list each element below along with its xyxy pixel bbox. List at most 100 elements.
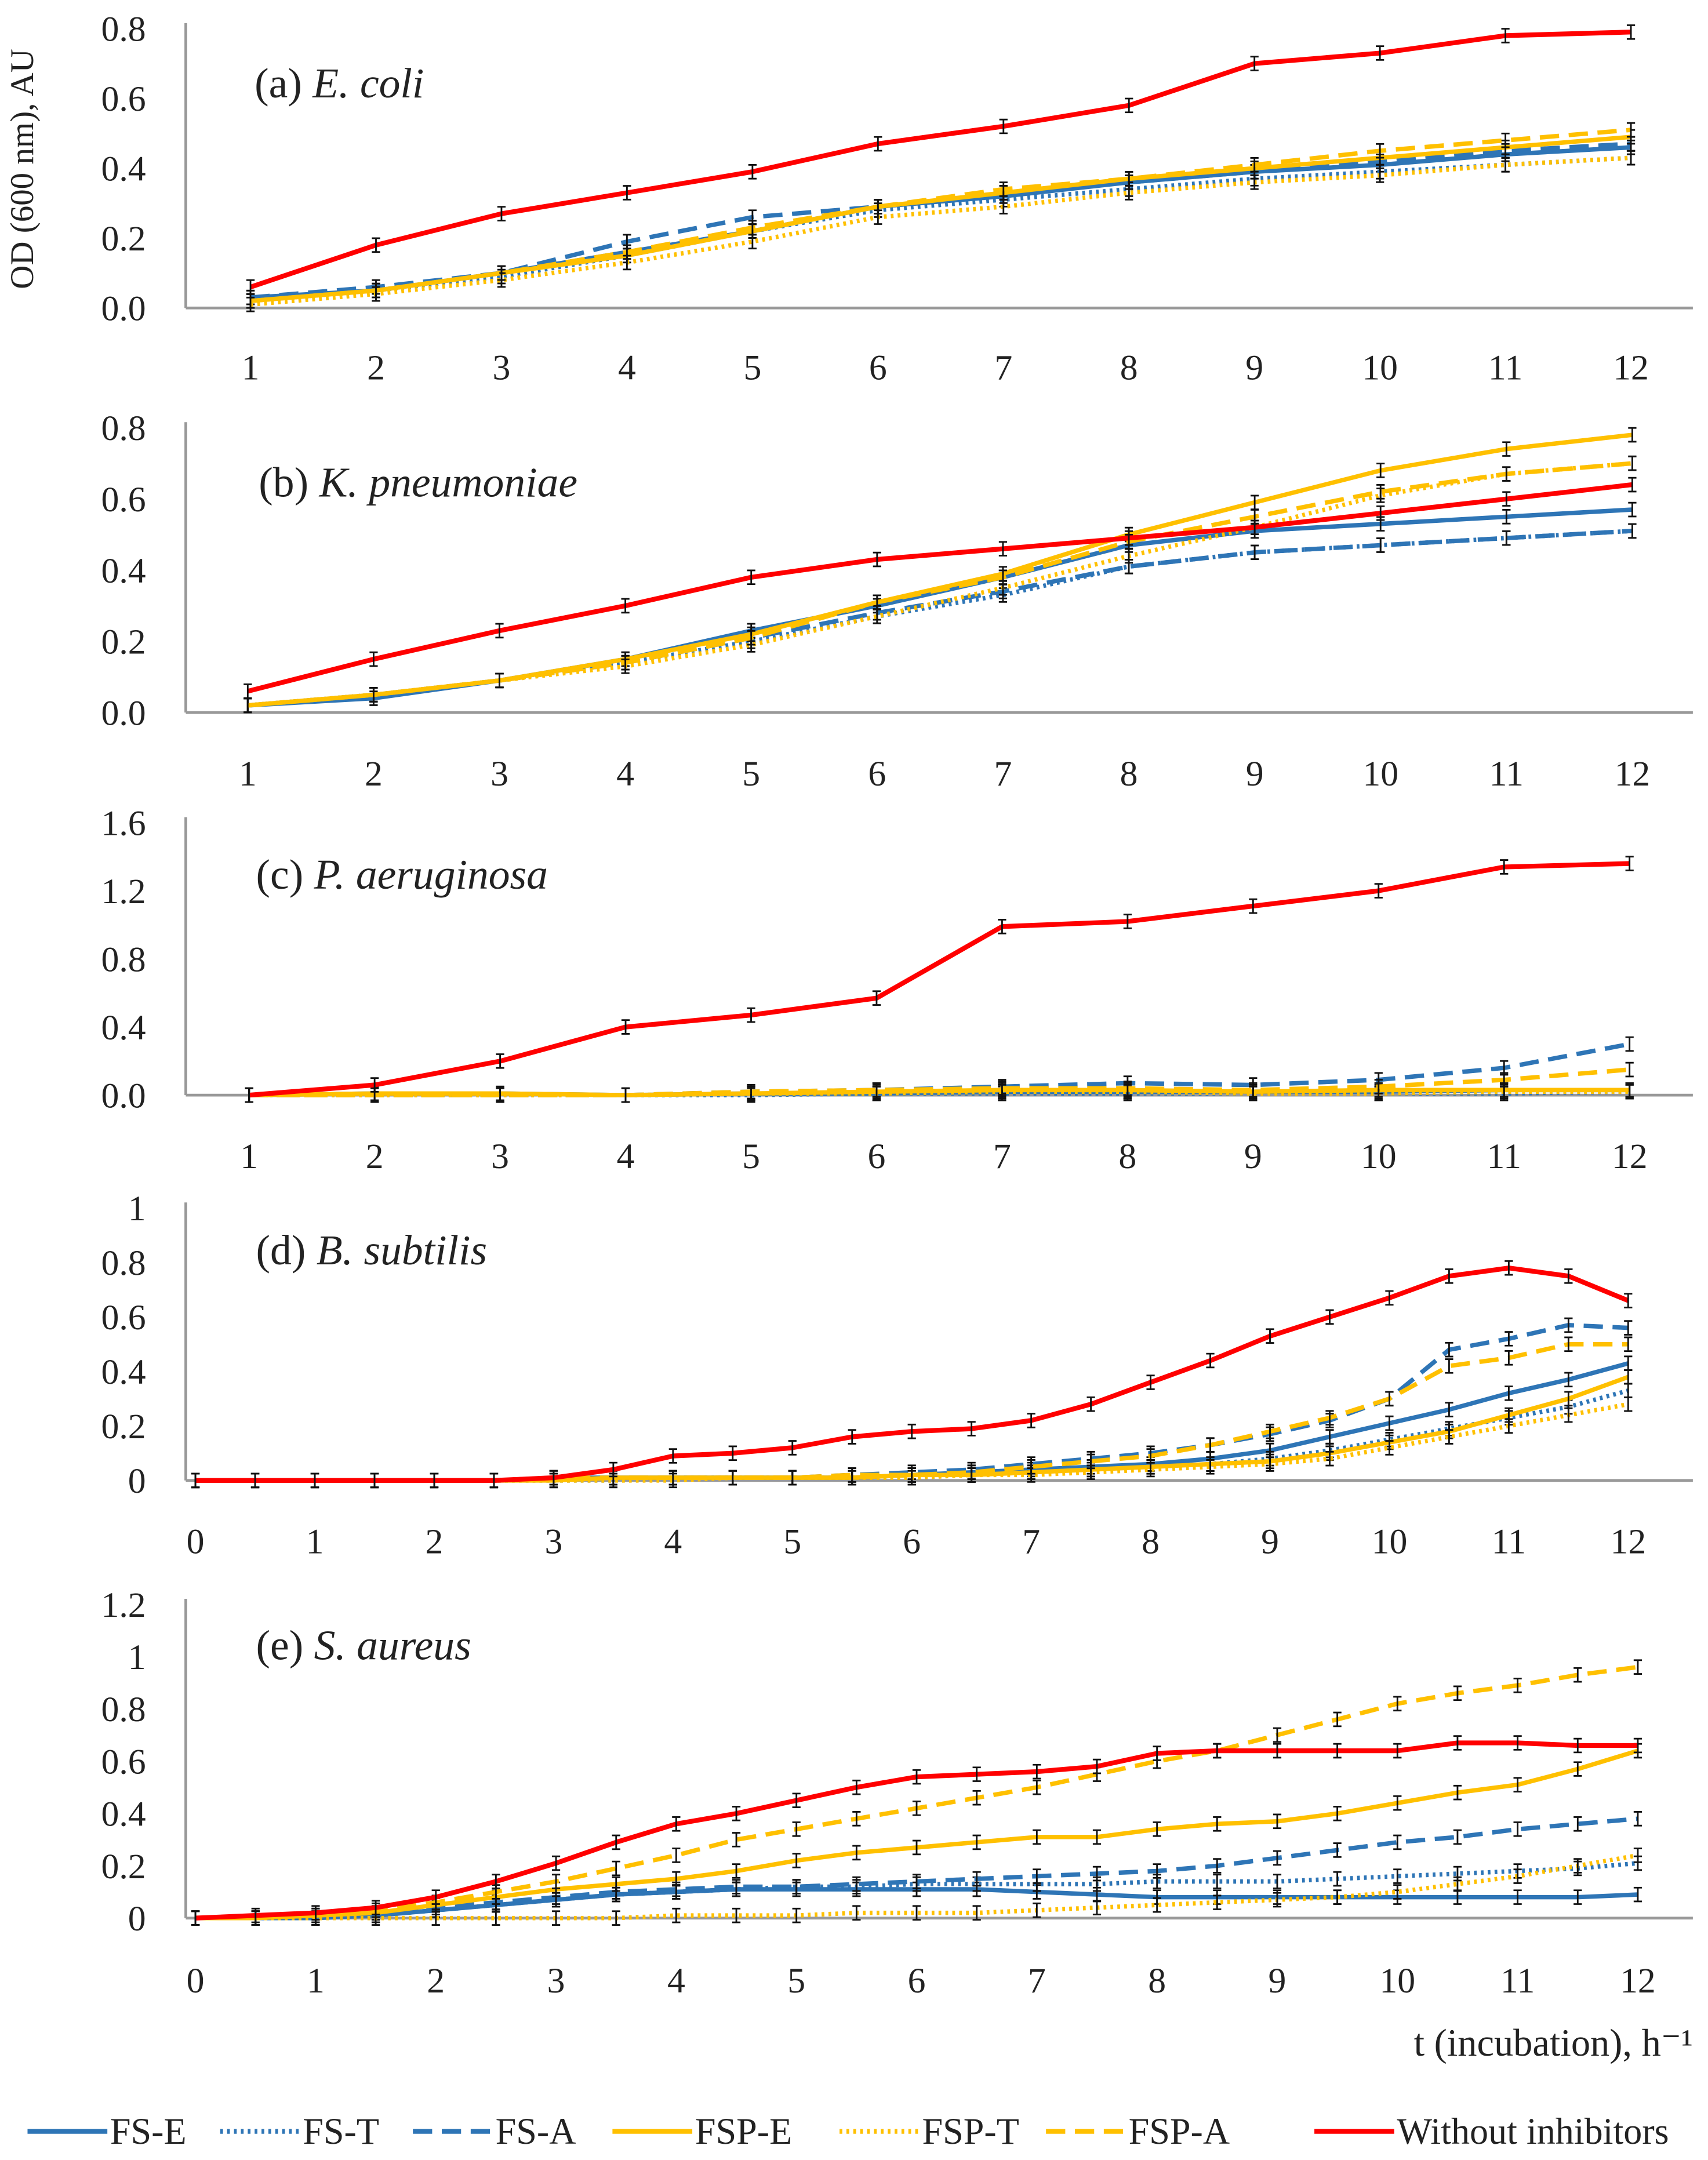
- legend-item: FS-T: [220, 2111, 379, 2152]
- error-bar: [728, 1470, 737, 1486]
- error-bar: [792, 1853, 801, 1868]
- error-bar: [1445, 1341, 1453, 1358]
- x-tick-label: 5: [742, 754, 760, 794]
- error-bar: [1266, 1423, 1274, 1439]
- error-bar: [852, 1845, 861, 1861]
- error-bar: [191, 1472, 200, 1489]
- error-bar: [1033, 1763, 1041, 1780]
- series-line-fsp-t: [250, 155, 1631, 307]
- error-bar: [1500, 1072, 1509, 1088]
- error-bar: [1513, 1868, 1522, 1884]
- error-bar: [874, 199, 882, 214]
- series-line-fs-a: [195, 1322, 1629, 1483]
- x-tick-label: 11: [1492, 1522, 1526, 1562]
- error-bar: [1564, 1336, 1573, 1352]
- panel-title: (b) K. pneumoniae: [259, 458, 577, 506]
- error-bar: [431, 1910, 440, 1926]
- x-tick-label: 12: [1610, 1522, 1646, 1562]
- error-bar: [1625, 1036, 1634, 1052]
- x-tick-label: 6: [868, 754, 886, 794]
- x-tick-label: 10: [1361, 1137, 1397, 1176]
- error-bar: [873, 551, 881, 568]
- error-bar: [621, 654, 630, 671]
- error-bar: [792, 1821, 801, 1837]
- error-bar: [1376, 463, 1385, 478]
- y-tick-label: 1.2: [101, 1586, 146, 1625]
- error-bar: [1333, 1871, 1342, 1887]
- error-bar: [1573, 1889, 1582, 1905]
- series-line-fs-e: [248, 507, 1633, 708]
- error-bar: [672, 1907, 681, 1923]
- error-bar: [496, 1087, 504, 1103]
- y-tick-label: 0: [128, 1461, 146, 1501]
- error-bar: [372, 282, 380, 299]
- x-tick-label: 6: [868, 1137, 886, 1176]
- x-tick-label: 1: [307, 1961, 325, 2001]
- error-bar: [999, 199, 1008, 214]
- error-bar: [912, 1800, 921, 1816]
- error-bar: [972, 1834, 981, 1850]
- error-bar: [912, 1839, 921, 1856]
- error-bar: [972, 1766, 981, 1782]
- error-bar: [372, 237, 380, 253]
- error-bar: [1453, 1735, 1462, 1751]
- error-bar: [1628, 455, 1637, 471]
- x-tick-label: 5: [783, 1522, 801, 1562]
- error-bar: [621, 1019, 630, 1035]
- y-tick-label: 1: [128, 1638, 146, 1677]
- error-bar: [1624, 1396, 1633, 1412]
- x-tick-label: 11: [1489, 754, 1524, 794]
- error-bar: [251, 1907, 260, 1923]
- error-bar: [369, 687, 378, 703]
- error-bar: [1273, 1727, 1282, 1743]
- x-tick-label: 5: [742, 1137, 760, 1176]
- error-bar: [1250, 56, 1259, 71]
- error-bar: [1628, 477, 1637, 493]
- error-bar: [1445, 1429, 1453, 1445]
- y-tick-label: 0.6: [101, 480, 146, 519]
- error-bar: [1624, 1336, 1633, 1352]
- error-bar: [1092, 1758, 1102, 1774]
- error-bar: [1123, 1081, 1132, 1096]
- error-bar: [621, 598, 630, 614]
- error-bar: [1628, 501, 1637, 518]
- error-bar: [1033, 1779, 1041, 1795]
- series-line-without-inhibitors: [249, 861, 1630, 1098]
- legend-item: Without inhibitors: [1314, 2111, 1669, 2152]
- error-bar: [1626, 150, 1636, 166]
- error-bar: [1453, 1784, 1462, 1801]
- legend-label: FSP-A: [1129, 2111, 1230, 2152]
- x-tick-label: 11: [1500, 1961, 1535, 2001]
- error-bar: [1573, 1761, 1582, 1777]
- error-bar: [1564, 1372, 1573, 1388]
- error-bar: [1146, 1374, 1155, 1390]
- x-tick-label: 7: [994, 348, 1012, 388]
- error-bar: [497, 265, 506, 281]
- error-bar: [430, 1472, 439, 1489]
- error-bar: [1393, 1884, 1402, 1900]
- error-bar: [1624, 1369, 1633, 1385]
- error-bar: [1624, 1320, 1633, 1336]
- y-tick-label: 1: [128, 1189, 146, 1228]
- error-bar: [551, 1855, 561, 1871]
- error-bar: [1393, 1696, 1402, 1712]
- error-bar: [1385, 1415, 1394, 1431]
- error-bar: [998, 569, 1008, 586]
- error-bar: [1153, 1897, 1161, 1913]
- error-bar: [1505, 1331, 1513, 1347]
- error-bar: [1325, 1410, 1334, 1426]
- x-tick-label: 5: [743, 348, 761, 388]
- error-bar: [852, 1779, 861, 1795]
- error-bar: [852, 1876, 861, 1892]
- legend-item: FS-E: [27, 2111, 187, 2152]
- error-bar: [1376, 537, 1385, 553]
- error-bar: [1123, 914, 1132, 929]
- error-bar: [1146, 1448, 1155, 1464]
- error-bar: [1273, 1813, 1282, 1830]
- error-bar: [1453, 1876, 1462, 1892]
- x-tick-label: 8: [1142, 1522, 1160, 1562]
- error-bar: [672, 1848, 681, 1863]
- error-bar: [1092, 1900, 1102, 1915]
- error-bar: [792, 1879, 801, 1894]
